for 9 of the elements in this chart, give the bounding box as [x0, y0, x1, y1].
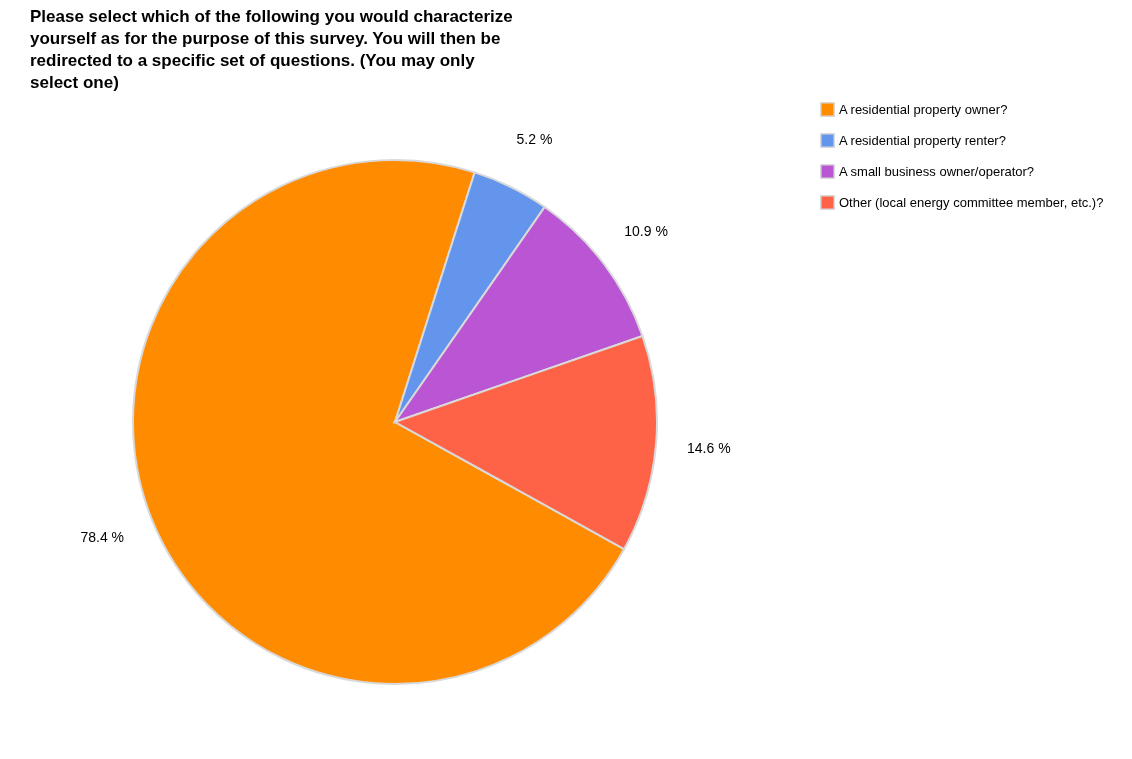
legend-label: A small business owner/operator?	[839, 163, 1035, 179]
data-label: 14.6 %	[687, 439, 731, 456]
legend-label: Other (local energy committee member, etc.)?	[839, 194, 1104, 210]
data-label: 10.9 %	[624, 222, 668, 239]
legend-label: A residential property renter?	[839, 132, 1006, 148]
legend-label: A residential property owner?	[839, 101, 1008, 117]
data-label: 78.4 %	[80, 529, 125, 546]
chart-title: Please select which of the following you would characterize yourself as for the purpose of this survey. You will then be redirected to a specific set of questions. (You may only select one)	[30, 7, 513, 92]
data-label: 5.2 %	[516, 130, 553, 147]
